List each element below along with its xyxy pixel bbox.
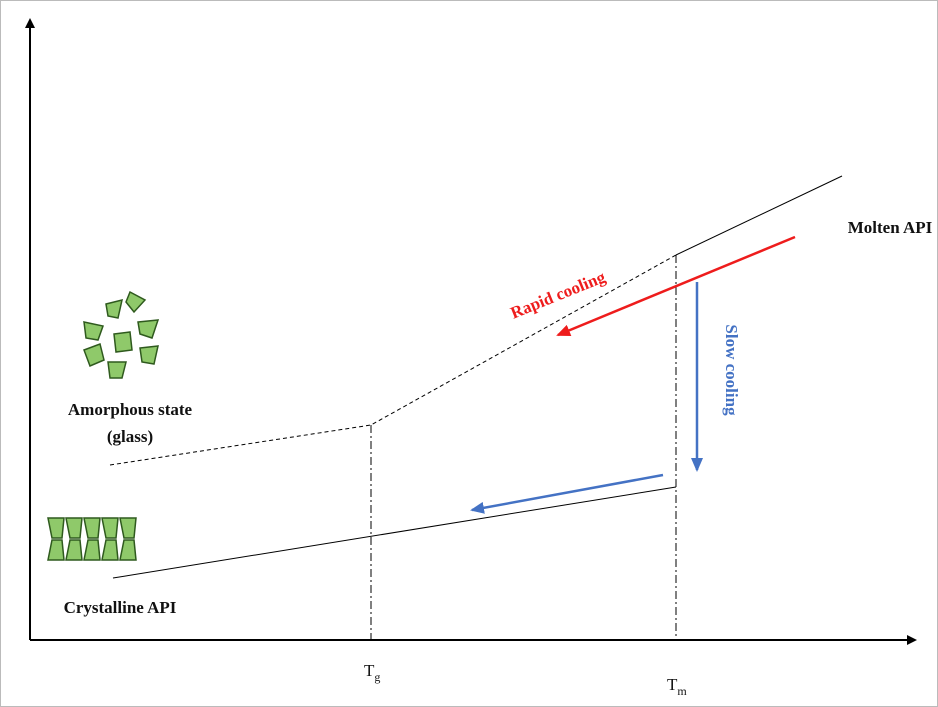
crystalline-label: Crystalline API <box>64 598 177 617</box>
tg-base: T <box>364 661 375 680</box>
tm-base: T <box>667 675 678 694</box>
molten-label: Molten API <box>848 218 933 237</box>
melt-line <box>675 175 843 256</box>
slow-label: Slow cooling <box>722 324 741 416</box>
rapid-arrow <box>556 235 796 337</box>
glass-label: (glass) <box>107 427 153 446</box>
rapid-label: Rapid cooling <box>508 267 609 322</box>
amorphous-icon <box>83 290 160 379</box>
crystal-line <box>112 486 677 579</box>
tm-label: Tm <box>667 675 687 698</box>
tg-label: Tg <box>364 661 380 684</box>
crystalline-icon <box>47 517 137 561</box>
amorphous-label: Amorphous state <box>68 400 193 419</box>
tm-sub: m <box>677 684 687 698</box>
cryst-arrow <box>470 473 664 514</box>
tg-sub: g <box>374 670 380 684</box>
